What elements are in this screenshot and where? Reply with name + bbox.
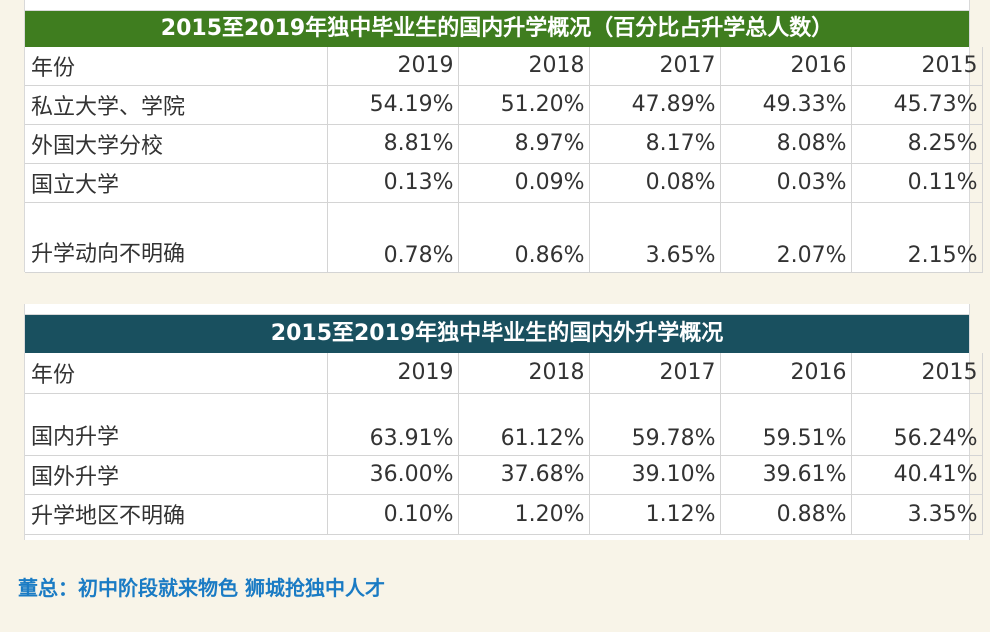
row-label: 升学地区不明确: [25, 494, 328, 535]
table-cell: 0.09%: [458, 163, 590, 203]
table-cell: 54.19%: [327, 85, 459, 125]
header-cell: 2017: [589, 47, 721, 86]
table-row: 国外升学 36.00% 37.68% 39.10% 39.61% 40.41%: [25, 455, 983, 495]
header-row: 年份 2019 2018 2017 2016 2015: [25, 47, 983, 86]
table-cell: 56.24%: [851, 393, 983, 456]
table-cell: 0.78%: [327, 202, 459, 273]
table-cell: 59.78%: [589, 393, 721, 456]
table-cell: 8.81%: [327, 124, 459, 164]
table-row: 升学动向不明确 0.78% 0.86% 3.65% 2.07% 2.15%: [25, 202, 983, 273]
row-label: 国立大学: [25, 163, 328, 203]
header-cell: 2019: [327, 47, 459, 86]
table-cell: 47.89%: [589, 85, 721, 125]
row-label: 私立大学、学院: [25, 85, 328, 125]
table-university-domestic-breakdown: 2015至2019年独中毕业生的国内升学概况（百分比占升学总人数） 年份 201…: [24, 0, 983, 273]
table-title: 2015至2019年独中毕业生的国内升学概况（百分比占升学总人数）: [25, 11, 969, 47]
table-cell: 45.73%: [851, 85, 983, 125]
header-cell: 2018: [458, 47, 590, 86]
table-row: 外国大学分校 8.81% 8.97% 8.17% 8.08% 8.25%: [25, 124, 983, 164]
table-cell: 59.51%: [720, 393, 852, 456]
table-cell: 37.68%: [458, 455, 590, 495]
table-cell: 36.00%: [327, 455, 459, 495]
table-cell: 8.97%: [458, 124, 590, 164]
table-row: 私立大学、学院 54.19% 51.20% 47.89% 49.33% 45.7…: [25, 85, 983, 125]
table-cell: 61.12%: [458, 393, 590, 456]
table-cell: 8.25%: [851, 124, 983, 164]
header-cell: 2016: [720, 47, 852, 86]
header-cell: 2015: [851, 353, 983, 394]
row-label: 国内升学: [25, 393, 328, 456]
data-table: 年份 2019 2018 2017 2016 2015 私立大学、学院 54.1…: [25, 47, 983, 273]
table-domestic-vs-overseas: 2015至2019年独中毕业生的国内外升学概况 年份 2019 2018 201…: [24, 304, 983, 540]
header-cell: 2019: [327, 353, 459, 394]
row-label: 国外升学: [25, 455, 328, 495]
table-cell: 49.33%: [720, 85, 852, 125]
header-cell: 2015: [851, 47, 983, 86]
table-cell: 0.03%: [720, 163, 852, 203]
related-article-link[interactable]: 董总：初中阶段就来物色 狮城抢独中人才: [18, 576, 385, 600]
table-cell: 3.35%: [851, 494, 983, 535]
header-cell: 2016: [720, 353, 852, 394]
table-cell: 8.08%: [720, 124, 852, 164]
sheet-top-gridline: [25, 304, 969, 315]
table-row: 国内升学 63.91% 61.12% 59.78% 59.51% 56.24%: [25, 393, 983, 456]
table-row: 升学地区不明确 0.10% 1.20% 1.12% 0.88% 3.35%: [25, 494, 983, 535]
table-cell: 0.13%: [327, 163, 459, 203]
header-row: 年份 2019 2018 2017 2016 2015: [25, 353, 983, 394]
table-cell: 39.10%: [589, 455, 721, 495]
table-cell: 1.20%: [458, 494, 590, 535]
table-cell: 2.15%: [851, 202, 983, 273]
table-cell: 51.20%: [458, 85, 590, 125]
table-cell: 0.08%: [589, 163, 721, 203]
table-cell: 0.86%: [458, 202, 590, 273]
header-cell: 年份: [25, 353, 328, 394]
table-cell: 1.12%: [589, 494, 721, 535]
table-cell: 0.88%: [720, 494, 852, 535]
table-cell: 0.10%: [327, 494, 459, 535]
table-cell: 3.65%: [589, 202, 721, 273]
table-cell: 40.41%: [851, 455, 983, 495]
data-table: 年份 2019 2018 2017 2016 2015 国内升学 63.91% …: [25, 353, 983, 535]
table-cell: 2.07%: [720, 202, 852, 273]
sheet-top-gridline: [25, 0, 969, 11]
table-cell: 0.11%: [851, 163, 983, 203]
header-cell: 年份: [25, 47, 328, 86]
table-row: 国立大学 0.13% 0.09% 0.08% 0.03% 0.11%: [25, 163, 983, 203]
table-title: 2015至2019年独中毕业生的国内外升学概况: [25, 315, 969, 353]
table-cell: 63.91%: [327, 393, 459, 456]
row-label: 外国大学分校: [25, 124, 328, 164]
header-cell: 2017: [589, 353, 721, 394]
header-cell: 2018: [458, 353, 590, 394]
table-cell: 8.17%: [589, 124, 721, 164]
row-label: 升学动向不明确: [25, 202, 328, 273]
table-cell: 39.61%: [720, 455, 852, 495]
